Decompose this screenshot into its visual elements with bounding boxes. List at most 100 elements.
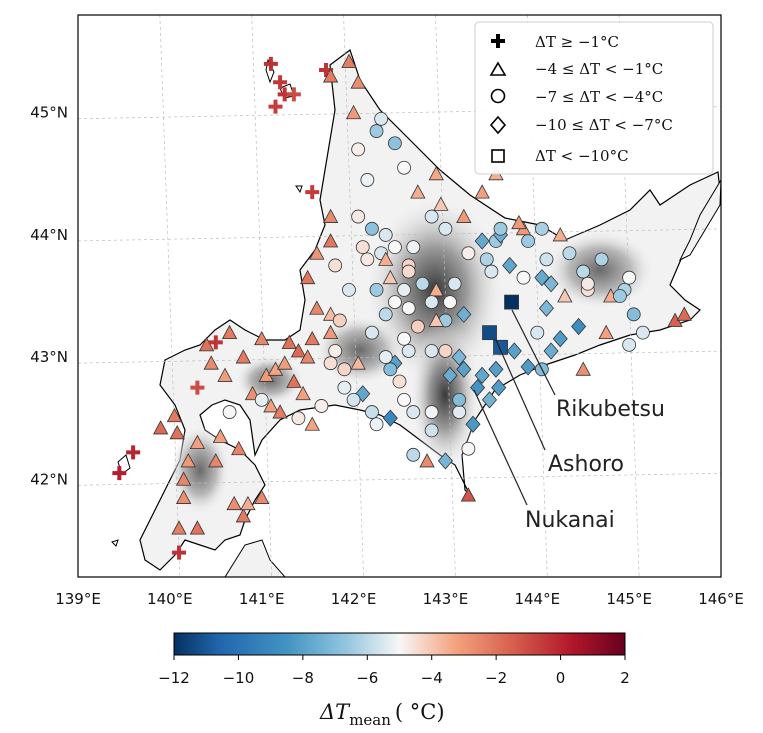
station-circle-marker xyxy=(378,307,393,322)
station-square-marker xyxy=(493,339,508,355)
teuri-island xyxy=(295,185,303,194)
rikubetsu-leader xyxy=(511,309,556,396)
station-triangle-marker xyxy=(341,53,357,68)
station-triangle-marker xyxy=(456,208,472,223)
lon-tick-label: 139°E xyxy=(55,590,101,608)
lon-tick-label: 142°E xyxy=(331,590,377,608)
station-triangle-marker xyxy=(557,288,573,303)
station-circle-marker xyxy=(479,252,494,267)
station-diamond-marker xyxy=(481,391,498,409)
station-circle-marker xyxy=(397,392,411,407)
station-diamond-marker xyxy=(474,232,490,250)
station-circle-marker xyxy=(360,252,375,267)
station-circle-marker xyxy=(254,392,269,407)
station-circle-marker xyxy=(424,405,439,419)
station-circle-marker xyxy=(388,240,402,255)
station-circle-marker xyxy=(452,405,467,419)
station-diamond-marker xyxy=(465,415,481,433)
station-diamond-marker xyxy=(538,299,555,317)
station-triangle-marker xyxy=(263,398,279,413)
station-circle-marker xyxy=(369,282,384,297)
colorbar-label-sub: mean xyxy=(349,711,391,729)
station-plus-marker xyxy=(319,62,334,77)
station-plus-marker xyxy=(112,466,127,481)
kunashiri-island xyxy=(678,179,721,262)
station-triangle-marker xyxy=(304,416,320,431)
station-triangle-marker xyxy=(304,330,320,346)
station-circle-marker xyxy=(516,270,531,285)
station-circle-marker xyxy=(369,417,384,432)
station-circle-marker xyxy=(378,228,393,242)
station-circle-marker xyxy=(415,276,430,291)
station-circle-marker xyxy=(424,295,439,310)
station-triangle-marker xyxy=(299,349,316,364)
station-circle-marker xyxy=(406,405,421,419)
station-circle-marker xyxy=(443,295,457,310)
station-triangle-marker xyxy=(419,453,435,468)
nukanai-label: Nukanai xyxy=(525,508,615,533)
legend: ΔT ≥ −1°C −4 ≤ ΔT < −1°C −7 ≤ ΔT < −4°C … xyxy=(474,21,714,175)
station-triangle-marker xyxy=(322,233,339,248)
lon-tick-label: 146°E xyxy=(698,590,744,608)
station-triangle-marker xyxy=(309,245,325,260)
station-circle-marker xyxy=(374,111,389,126)
lon-tick-label: 144°E xyxy=(514,590,560,608)
legend-label-circle: −7 ≤ ΔT < −4°C xyxy=(535,88,663,106)
station-triangle-marker xyxy=(175,489,192,504)
station-circle-marker xyxy=(424,209,439,224)
colorbar-tick-label: −6 xyxy=(356,669,378,687)
station-circle-marker xyxy=(360,173,375,187)
legend-diamond-icon xyxy=(489,115,507,135)
station-circle-marker xyxy=(576,264,591,279)
station-circle-marker xyxy=(369,124,384,138)
colorbar: −12 −10 −8 −6 −4 −2 0 2 ΔTmean( °C) xyxy=(158,632,630,729)
station-circle-marker xyxy=(594,252,609,267)
station-circle-marker xyxy=(424,344,439,358)
station-plus-marker xyxy=(172,545,187,560)
ashoro-leader xyxy=(495,339,546,451)
colorbar-bar xyxy=(173,632,626,656)
station-triangle-marker xyxy=(378,251,394,266)
station-circle-marker xyxy=(314,399,329,413)
lat-gridline xyxy=(77,472,722,486)
station-triangle-marker xyxy=(217,367,233,382)
colorbar-tick-label: −2 xyxy=(485,669,507,687)
station-plus-marker xyxy=(273,75,288,90)
station-triangle-marker xyxy=(189,520,206,535)
legend-label-diamond: −10 ≤ ΔT < −7°C xyxy=(535,116,673,134)
lon-tick-label: 145°E xyxy=(606,590,652,608)
station-plus-marker xyxy=(208,335,223,350)
station-diamond-marker xyxy=(491,379,507,397)
legend-label-square: ΔT < −10°C xyxy=(535,147,629,165)
legend-label-plus: ΔT ≥ −1°C xyxy=(535,33,619,51)
station-triangle-marker xyxy=(212,428,229,443)
station-circle-marker xyxy=(410,319,425,334)
lon-gridline xyxy=(435,14,456,578)
station-triangle-marker xyxy=(240,495,256,511)
station-circle-marker xyxy=(222,405,237,419)
colorbar-ticks: −12 −10 −8 −6 −4 −2 0 2 xyxy=(158,655,630,687)
station-plus-marker xyxy=(268,99,283,114)
station-plus-marker xyxy=(263,56,278,71)
station-circle-marker xyxy=(438,221,453,236)
station-triangle-marker xyxy=(226,495,242,511)
lon-gridline xyxy=(526,14,548,578)
station-diamond-marker xyxy=(456,305,472,323)
station-circle-marker xyxy=(461,441,476,456)
station-circle-marker xyxy=(622,270,637,285)
station-triangle-marker xyxy=(676,306,692,321)
station-circle-marker xyxy=(452,392,467,407)
station-triangle-marker xyxy=(221,324,238,340)
colorbar-label: ΔTmean( °C) xyxy=(319,700,445,729)
nukanai-leader xyxy=(473,389,528,506)
legend-label-triangle: −4 ≤ ΔT < −1°C xyxy=(535,60,663,78)
station-triangle-marker xyxy=(511,214,527,230)
station-triangle-marker xyxy=(254,489,270,504)
station-circle-marker xyxy=(365,405,379,419)
station-triangle-marker xyxy=(598,324,614,340)
station-diamond-marker xyxy=(470,379,486,397)
station-square-marker xyxy=(482,325,497,341)
station-circle-marker xyxy=(365,221,379,236)
lat-tick-label: 43°N xyxy=(30,348,68,366)
